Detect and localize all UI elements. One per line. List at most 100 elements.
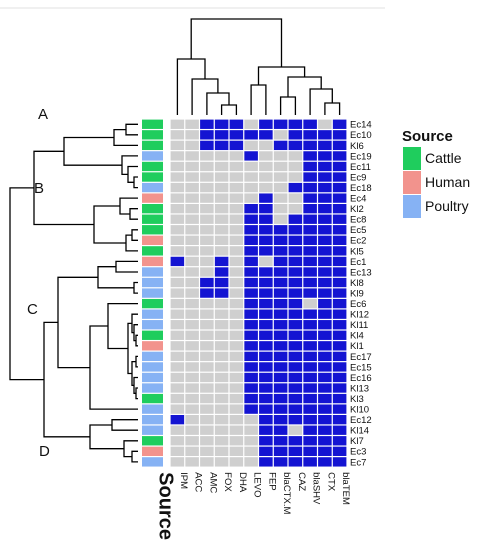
heatmap-cell-Ec13-ACC [185,267,199,277]
heatmap-cell-Ec13-CAZ [288,267,303,277]
heatmap-cell-Kl10-blaTEM [332,404,347,414]
column-label-LEVO: LEVO [252,472,263,497]
heatmap-cell-Ec10-blaTEM [332,130,347,140]
heatmap-cell-Kl13-ACC [185,383,199,393]
heatmap-cell-Ec4-CTX [318,193,332,203]
column-dendrogram-branch [191,78,219,115]
heatmap-cell-Kl6-blaSHV [303,140,317,151]
heatmap-cell-Kl8-DHA [229,277,244,288]
heatmap-cell-Kl2-AMC [200,204,214,214]
heatmap-cell-Kl14-LEVO [244,425,258,435]
heatmap-cell-Ec9-DHA [229,172,244,182]
heatmap-cell-Ec8-DHA [229,214,244,224]
row-label-Kl10: Kl10 [350,405,369,416]
heatmap-cell-Ec7-IPM [170,457,185,467]
column-label-IPM: IPM [178,472,189,489]
source-cell-Ec10 [142,130,163,140]
heatmap-cell-Ec6-CTX [318,298,332,309]
column-dendrogram-branch [279,96,297,115]
heatmap-cell-Ec12-AMC [200,415,214,425]
heatmap-cell-Kl10-IPM [170,404,185,414]
heatmap-cell-Ec19-IPM [170,151,185,161]
heatmap-cell-Ec15-IPM [170,362,185,372]
heatmap-cell-Kl10-LEVO [244,404,258,414]
column-label-AMC: AMC [207,472,218,493]
source-cell-Ec12 [142,415,163,425]
heatmap-cell-Ec14-blaSHV [303,119,317,129]
row-dendrogram-branch [43,321,90,438]
heatmap-cell-Ec17-blaSHV [303,351,317,362]
heatmap-cell-Ec3-blaCTX.M [273,446,288,456]
heatmap-cell-Kl11-CAZ [288,320,303,330]
heatmap-cell-Kl3-FOX [214,393,229,404]
heatmap-cell-Ec7-blaTEM [332,457,347,467]
row-dendrogram-branch [135,334,138,347]
heatmap-cell-Ec5-blaSHV [303,225,317,235]
row-label-Ec8: Ec8 [350,215,366,226]
heatmap-cell-Kl8-CTX [318,277,332,288]
source-cell-Kl13 [142,383,163,393]
heatmap-cell-Ec14-CTX [318,119,332,129]
heatmap-cell-Ec14-FEP [259,119,273,129]
row-dendrogram-branch [123,440,138,458]
heatmap-cell-Ec4-blaSHV [303,193,317,203]
heatmap-cell-Ec19-CAZ [288,151,303,161]
heatmap-cell-Ec14-FOX [214,119,229,129]
heatmap-cell-Ec15-CAZ [288,362,303,372]
heatmap-cell-Ec13-blaSHV [303,267,317,277]
heatmap-cell-Ec13-blaTEM [332,267,347,277]
heatmap-cell-Ec3-blaSHV [303,446,317,456]
heatmap-cell-Ec10-DHA [229,130,244,140]
heatmap-cell-Ec3-AMC [200,446,214,456]
heatmap-cell-Ec5-IPM [170,225,185,235]
heatmap-cell-Ec10-CAZ [288,130,303,140]
heatmap-cell-Kl4-blaTEM [332,330,347,340]
heatmap-cell-Ec6-DHA [229,298,244,309]
heatmap-cell-Kl6-CAZ [288,140,303,151]
heatmap-cell-Kl9-CTX [318,288,332,298]
heatmap-cell-Ec10-IPM [170,130,185,140]
row-label-Ec5: Ec5 [350,225,366,236]
heatmap-cell-Ec9-blaTEM [332,172,347,182]
heatmap-cell-Ec10-LEVO [244,130,258,140]
source-cell-Ec1 [142,256,163,267]
source-cell-Ec9 [142,172,163,182]
heatmap-cell-Ec13-DHA [229,267,244,277]
heatmap-cell-Ec13-FOX [214,267,229,277]
column-label-CTX: CTX [325,472,336,492]
heatmap-cell-Kl9-LEVO [244,288,258,298]
heatmap-cell-Kl4-FEP [259,330,273,340]
heatmap-cell-Kl8-IPM [170,277,185,288]
row-dendrogram-branch [115,260,138,273]
heatmap-cell-Ec16-FEP [259,372,273,383]
heatmap-cell-Ec18-CTX [318,182,332,193]
heatmap-cell-Ec9-AMC [200,172,214,182]
heatmap-cell-Kl9-IPM [170,288,185,298]
heatmap-cell-Ec4-FOX [214,193,229,203]
heatmap-cell-Ec16-FOX [214,372,229,383]
source-cell-Kl4 [142,330,163,340]
source-cell-Ec17 [142,351,163,362]
heatmap-cell-Ec2-DHA [229,235,244,245]
row-dendrogram-branch [125,234,138,252]
row-label-Ec2: Ec2 [350,236,366,247]
heatmap-cell-Kl12-ACC [185,309,199,319]
heatmap-cell-Ec13-IPM [170,267,185,277]
heatmap-cell-Ec13-AMC [200,267,214,277]
heatmap-cell-Ec15-FOX [214,362,229,372]
heatmap-cell-Kl9-ACC [185,288,199,298]
row-label-Ec19: Ec19 [350,151,372,162]
heatmap-cell-Ec18-FEP [259,182,273,193]
heatmap-cell-Kl7-IPM [170,436,185,446]
heatmap-cell-Kl4-LEVO [244,330,258,340]
heatmap-cell-Ec11-FOX [214,161,229,172]
heatmap-cell-Ec18-LEVO [244,182,258,193]
heatmap-cell-Kl1-FEP [259,341,273,351]
row-dendrogram-branch [63,136,122,166]
heatmap-cell-Ec19-blaSHV [303,151,317,161]
heatmap-cell-Ec5-FEP [259,225,273,235]
heatmap-cell-Kl13-DHA [229,383,244,393]
heatmap-cell-Ec8-LEVO [244,214,258,224]
heatmap-cell-Ec8-blaCTX.M [273,214,288,224]
heatmap-cell-Ec18-blaSHV [303,182,317,193]
